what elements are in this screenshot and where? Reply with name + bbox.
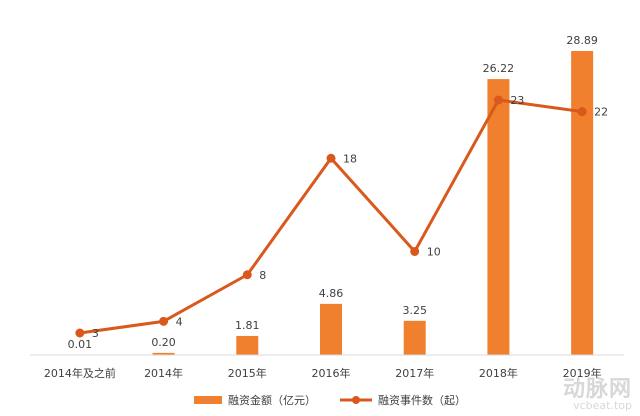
watermark: 动脉网 vcbeat.top — [563, 371, 632, 412]
x-tick-labels: 2014年及之前 2014年 2015年 2016年 2017年 2018年 2019年 — [44, 366, 602, 380]
line-value-label: 23 — [510, 94, 524, 107]
bar-value-label: 4.86 — [319, 287, 344, 300]
bar — [152, 352, 175, 355]
x-tick-label: 2019年 — [563, 366, 602, 380]
bar — [487, 79, 510, 356]
line-marker — [326, 153, 336, 163]
bar — [571, 51, 594, 355]
x-tick-label: 2016年 — [312, 366, 351, 380]
bar — [320, 303, 342, 355]
bar-value-label: 3.25 — [402, 304, 427, 317]
bar-data-labels: 0.01 0.20 1.81 4.86 3.25 26.22 28.89 — [68, 34, 598, 351]
x-tick-label: 2014年及之前 — [44, 366, 116, 380]
watermark-logo: 动脉网 — [562, 377, 632, 402]
legend-bar-swatch — [194, 396, 222, 404]
legend: 融资金额（亿元） 融资事件数（起） — [194, 393, 466, 407]
legend-line-marker — [352, 396, 360, 404]
bar-value-label: 28.89 — [566, 34, 598, 47]
bar — [236, 335, 259, 355]
line-data-labels: 3 4 8 18 10 23 22 — [92, 94, 608, 340]
line-value-label: 10 — [427, 245, 441, 258]
bar-value-label: 26.22 — [483, 62, 515, 75]
x-tick-label: 2018年 — [479, 366, 518, 380]
line-marker — [410, 246, 420, 256]
line-value-label: 8 — [259, 269, 266, 282]
line-value-label: 18 — [343, 152, 357, 165]
line-series — [75, 95, 587, 338]
line-marker — [577, 107, 587, 117]
line-marker — [75, 328, 85, 338]
line-marker — [242, 270, 252, 280]
legend-bar-label: 融资金额（亿元） — [228, 393, 316, 407]
line-value-label: 22 — [594, 106, 608, 119]
watermark-url: vcbeat.top — [573, 399, 632, 412]
x-tick-label: 2017年 — [395, 366, 434, 380]
bar-series — [68, 51, 594, 356]
bar-value-label: 0.20 — [151, 336, 176, 349]
bar-value-label: 1.81 — [235, 319, 260, 332]
line-value-label: 3 — [92, 327, 99, 340]
bar — [403, 320, 426, 355]
legend-line-label: 融资事件数（起） — [378, 394, 466, 407]
bar-value-label: 0.01 — [68, 338, 93, 351]
x-tick-label: 2015年 — [228, 366, 267, 380]
line-marker — [493, 95, 503, 105]
line-value-label: 4 — [176, 315, 183, 328]
line-marker — [159, 316, 169, 326]
x-tick-label: 2014年 — [144, 366, 183, 380]
